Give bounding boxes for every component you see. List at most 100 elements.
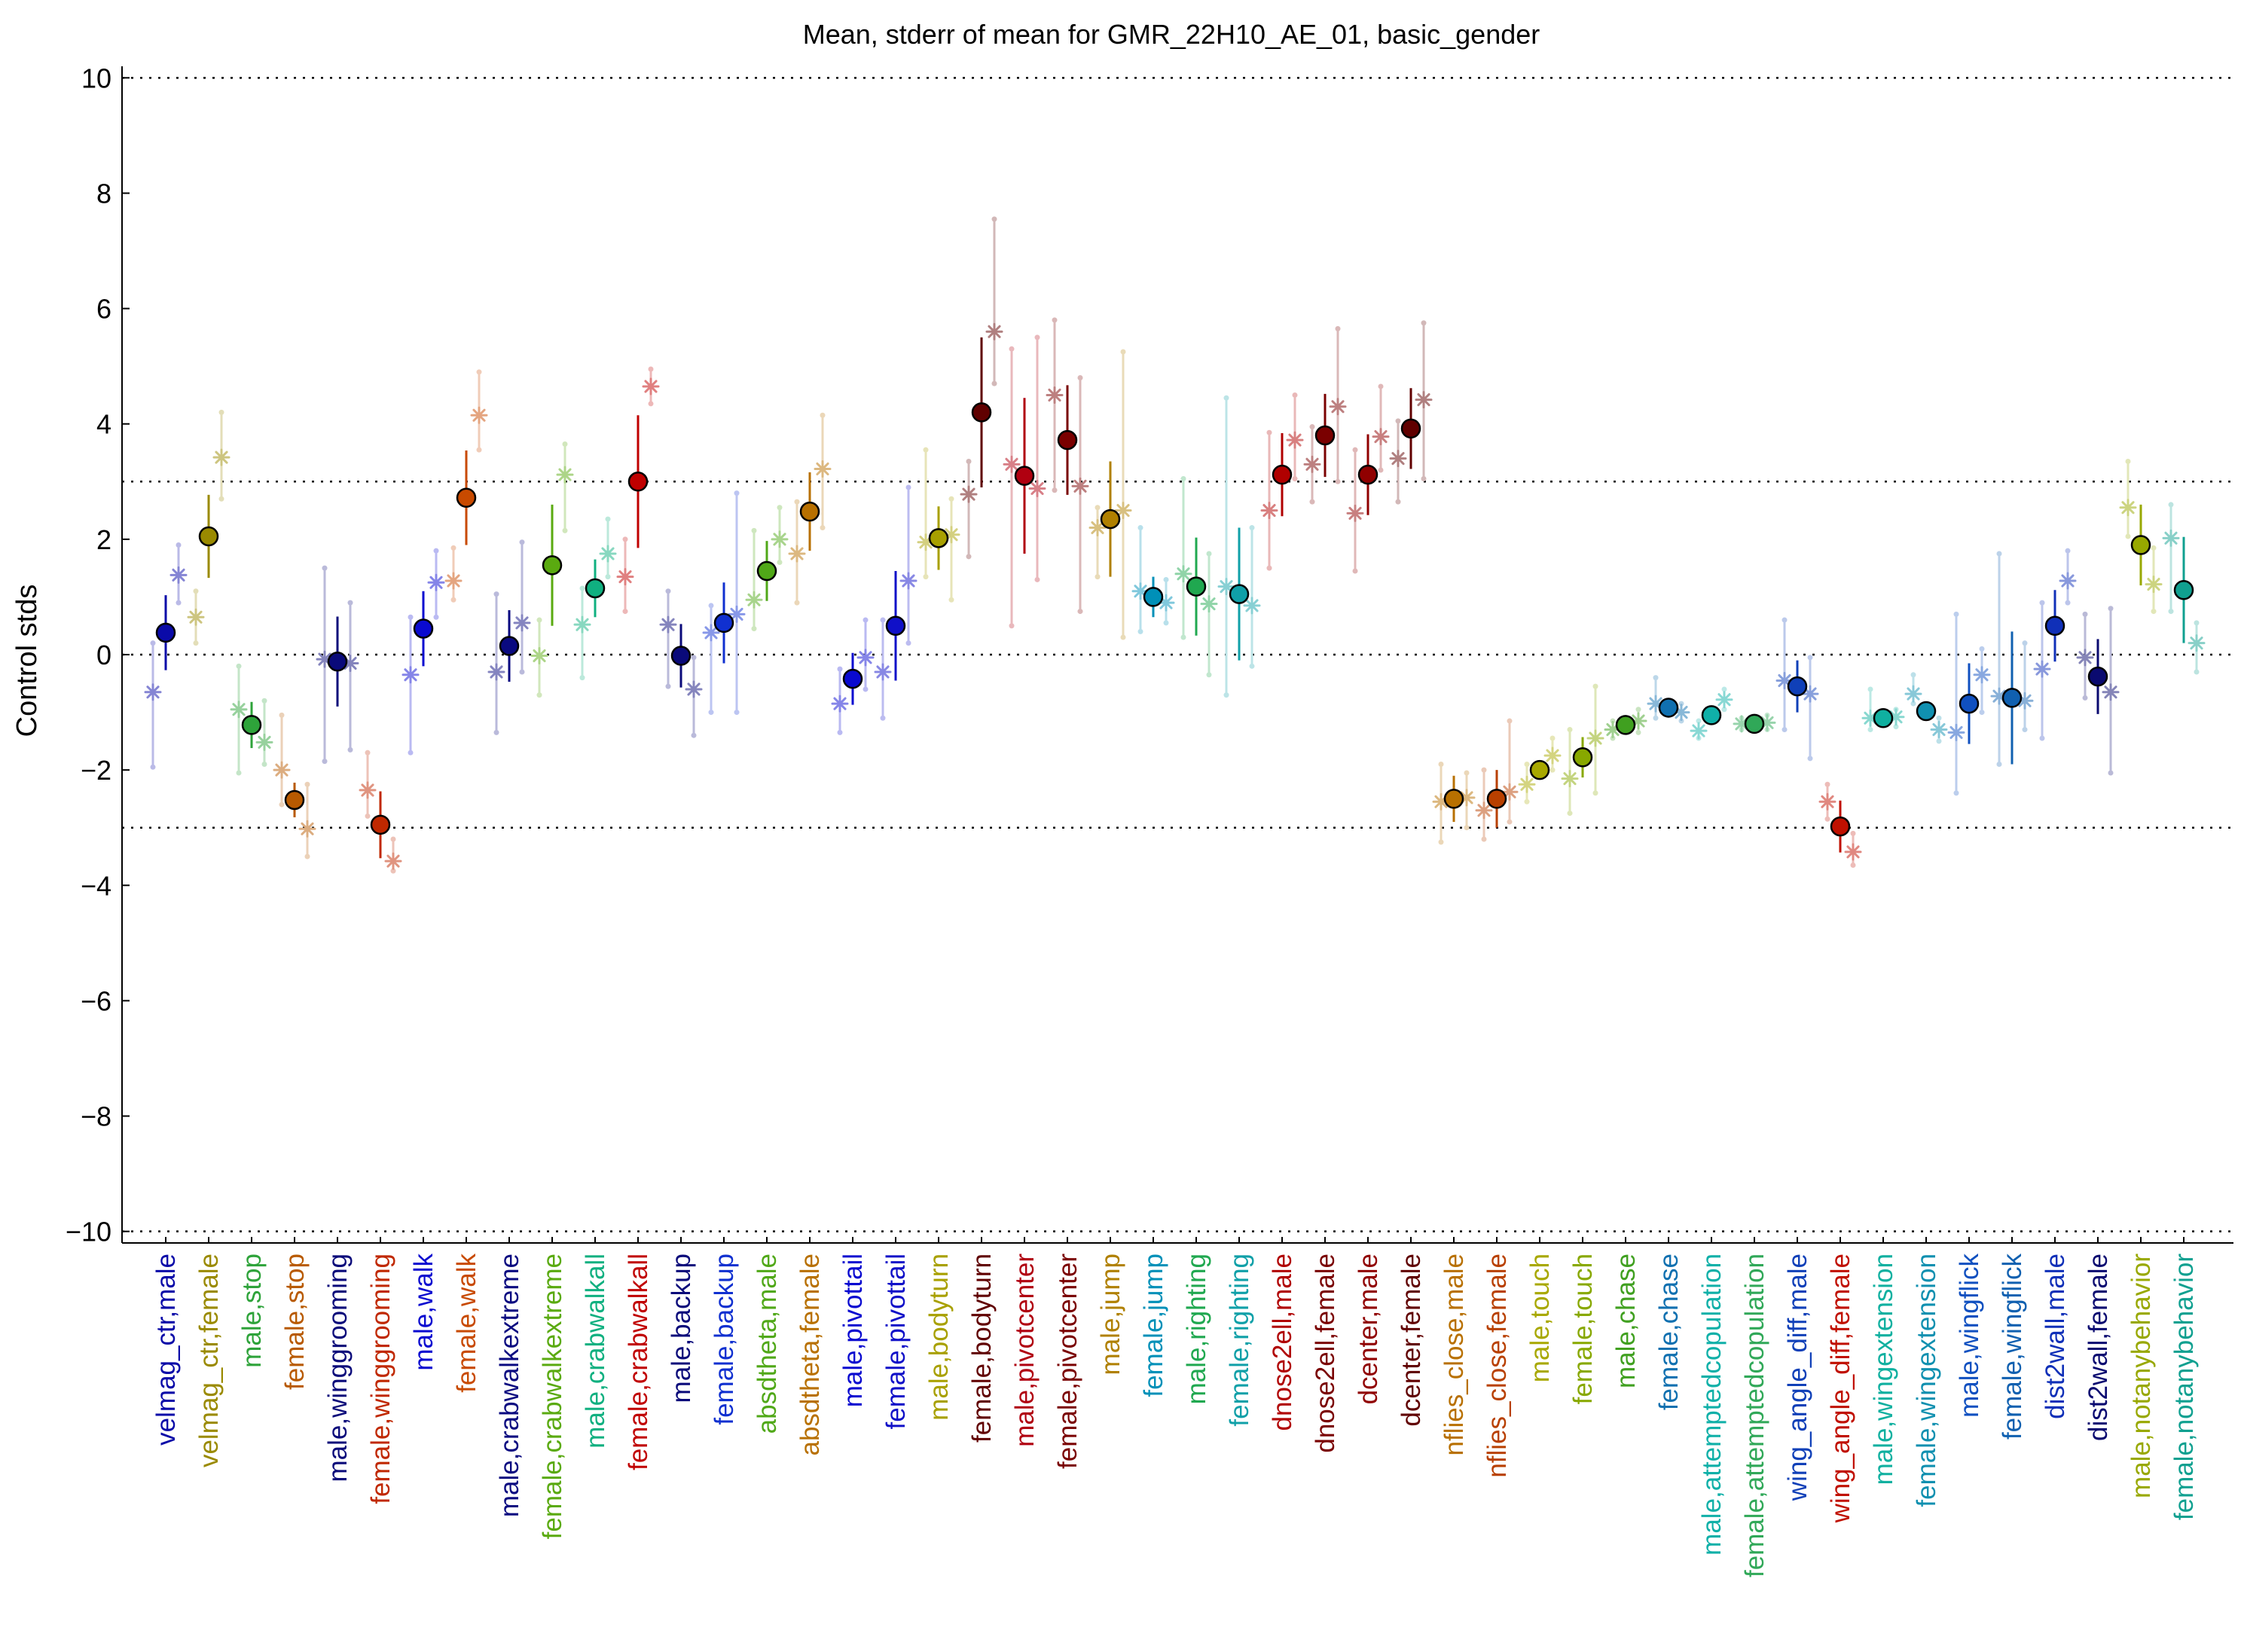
range-dot [1120, 634, 1126, 640]
asterisk-stroke [490, 665, 503, 679]
asterisk-point [702, 624, 720, 642]
mean-point [1529, 759, 1550, 780]
asterisk-stroke [1245, 599, 1259, 612]
range-dot [1249, 525, 1255, 531]
range-dot [365, 813, 371, 819]
asterisk-stroke [601, 547, 615, 560]
range-dot [751, 527, 757, 533]
y-tick-label: 6 [96, 294, 111, 325]
range-dot [1034, 334, 1040, 340]
range-dot [1979, 646, 1985, 652]
range-dot [322, 759, 328, 765]
range-dot [2151, 609, 2157, 615]
mean-point [2173, 579, 2194, 600]
category-marks [1217, 395, 1261, 698]
asterisk-stroke [172, 568, 185, 582]
mean-point [1701, 705, 1722, 725]
range-dot [1352, 568, 1358, 574]
range-dot [1378, 383, 1384, 389]
x-tick-label: male,backup [667, 1254, 696, 1403]
asterisk-stroke [361, 783, 374, 797]
range-dot [923, 574, 929, 580]
mean-point [1486, 789, 1507, 809]
x-tick-label: male,winggrooming [323, 1254, 353, 1482]
asterisk-stroke [1589, 731, 1602, 745]
range-dot [1481, 836, 1487, 842]
asterisk-stroke [2035, 662, 2049, 676]
category-marks [401, 548, 445, 756]
range-dot [1592, 683, 1598, 689]
range-dot [1421, 475, 1427, 481]
range-dot [1464, 825, 1470, 831]
asterisk-stroke [1692, 724, 1705, 737]
asterisk-stroke [232, 703, 246, 716]
asterisk-stroke [876, 665, 890, 679]
asterisk-point [1243, 597, 1261, 615]
range-dot [1378, 467, 1384, 473]
asterisk-point [1200, 595, 1218, 613]
asterisk-stroke [1374, 429, 1388, 444]
asterisk-stroke [343, 656, 357, 670]
asterisk-stroke [1177, 567, 1190, 581]
range-dot [966, 554, 972, 560]
range-dot [1223, 395, 1229, 401]
asterisk-point [642, 377, 660, 395]
asterisk-point [1028, 479, 1046, 497]
chart-title: Mean, stderr of mean for GMR_22H10_AE_01… [803, 19, 1540, 50]
asterisk-point [1346, 504, 1364, 522]
range-dot [1824, 816, 1830, 822]
range-dot [708, 710, 714, 716]
y-tick-label: −6 [81, 985, 111, 1016]
asterisk-stroke [2104, 686, 2117, 699]
x-tick-label: female,attemptedcopulation [1740, 1254, 1769, 1577]
category-marks [1303, 325, 1347, 505]
range-dot [493, 591, 499, 597]
range-dot [2022, 640, 2028, 646]
category-marks [230, 663, 273, 776]
asterisk-point [599, 545, 617, 563]
asterisk-stroke [2190, 637, 2203, 650]
asterisk-stroke [1520, 777, 1534, 791]
range-dot [1549, 735, 1556, 741]
range-dot [1395, 499, 1401, 505]
range-dot [1936, 715, 1942, 721]
category-marks [144, 542, 188, 770]
data-marks [144, 216, 2206, 874]
asterisk-stroke [1331, 400, 1345, 414]
asterisk-point [1088, 519, 1107, 537]
category-marks [1990, 551, 2034, 767]
range-dot [648, 401, 654, 407]
mean-point [1787, 676, 1808, 697]
mean-point [1916, 701, 1937, 722]
range-dot [304, 781, 310, 787]
range-dot [390, 868, 396, 874]
asterisk-point [530, 647, 548, 665]
range-dot [1850, 830, 1856, 836]
category-marks [359, 750, 402, 874]
category-marks [1733, 712, 1776, 734]
range-dot [2125, 533, 2131, 539]
x-tick-label: male,crabwalkextreme [495, 1254, 524, 1517]
asterisk-point [212, 448, 231, 466]
range-dot [150, 764, 156, 770]
asterisk-stroke [988, 325, 1001, 338]
asterisk-point [788, 545, 806, 563]
range-dot [279, 802, 285, 808]
asterisk-point [1415, 391, 1433, 409]
mean-point [2044, 615, 2065, 636]
range-dot [1009, 346, 1015, 352]
range-dot [837, 729, 843, 735]
asterisk-stroke [1159, 596, 1173, 609]
range-dot [1635, 729, 1641, 735]
range-dot [1653, 675, 1659, 681]
range-dot [665, 588, 671, 594]
range-dot [1910, 672, 1916, 678]
mean-point [1658, 698, 1679, 718]
range-dot [1721, 707, 1727, 713]
range-dot [880, 617, 886, 623]
x-tick-label: male,chase [1611, 1254, 1641, 1388]
mean-point [284, 789, 305, 811]
mean-point [1744, 713, 1765, 734]
y-axis-ticks: 10 8 6 4 2 0 −2 −4 −6 −8 −10 [66, 63, 130, 1247]
y-tick-label: −8 [81, 1101, 111, 1132]
